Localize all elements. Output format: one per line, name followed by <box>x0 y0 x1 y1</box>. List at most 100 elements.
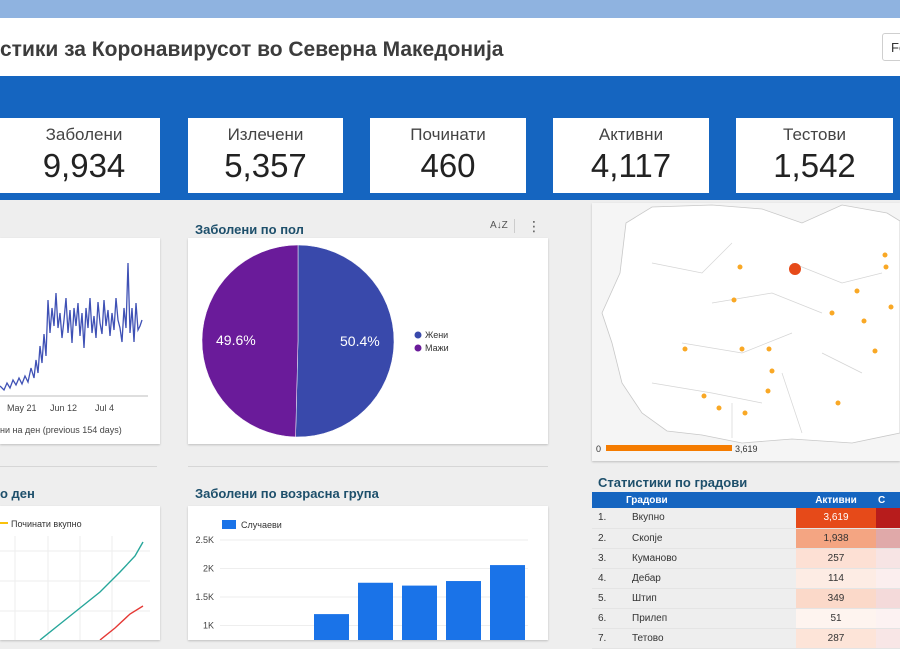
age-chart-title: Заболени по возрасна група <box>195 486 379 501</box>
age-bar[interactable] <box>358 582 393 640</box>
city-cell: Скопје <box>620 528 796 549</box>
macedonia-map[interactable]: 0 3,619 <box>592 203 900 461</box>
stat-label: Активни <box>598 125 664 144</box>
active-cell: 114 <box>796 568 876 589</box>
cumulative-panel: Починати вкупно <box>0 506 160 641</box>
daily-cases-line <box>0 262 143 392</box>
next-cell <box>876 528 900 549</box>
legend-swatch-men <box>414 344 422 352</box>
active-cell: 349 <box>796 588 876 609</box>
next-cell <box>876 588 900 609</box>
x-tick-label: May 21 <box>7 403 37 413</box>
table-row[interactable]: 5. Штип 349 <box>592 588 900 609</box>
age-bar[interactable] <box>402 585 437 640</box>
city-cell: Куманово <box>620 548 796 569</box>
recovered-cumulative-line <box>99 605 144 641</box>
report-header <box>0 18 900 76</box>
stat-label: Излечени <box>227 125 304 144</box>
city-stats-table: Градови Активни С 1. Вкупно 3,619 2. Скопје 1… <box>592 492 900 649</box>
legend-swatch-cases <box>222 520 236 529</box>
stat-label: Заболени <box>45 125 123 144</box>
scale-min-label: 0 <box>596 444 601 454</box>
gender-pie-chart[interactable]: 50.4% 49.6% Жени Мажи <box>188 238 548 444</box>
city-cell: Дебар <box>620 568 796 589</box>
stat-label: Тестови <box>783 125 846 144</box>
active-cell: 257 <box>796 548 876 569</box>
stat-card-active: Активни 4,117 <box>553 118 709 193</box>
x-tick-label: Jun 12 <box>50 403 77 413</box>
age-bar-chart[interactable]: Случаеви 2.5K 2K 1.5K 1K <box>188 506 548 640</box>
stat-card-deaths: Починати 460 <box>370 118 526 193</box>
age-chart-panel: Случаеви 2.5K 2K 1.5K 1K <box>188 506 548 640</box>
page-title: стики за Коронавирусот во Северна Македо… <box>0 38 504 61</box>
rank-cell: 5. <box>592 588 620 609</box>
city-cell: Вкупно <box>620 508 796 529</box>
pie-label-men: 49.6% <box>216 332 256 348</box>
stat-value: 9,934 <box>42 147 126 184</box>
city-column-header[interactable]: Градови <box>620 492 796 508</box>
stat-card-recovered: Излечени 5,357 <box>188 118 343 193</box>
age-bar[interactable] <box>490 565 525 640</box>
city-cell: Тетово <box>620 628 796 649</box>
table-row[interactable]: 1. Вкупно 3,619 <box>592 508 900 529</box>
next-cell <box>876 548 900 569</box>
scale-max-label: 3,619 <box>735 444 758 454</box>
cases-cumulative-line <box>39 541 144 641</box>
grid-lines <box>0 536 150 640</box>
pie-slice-women[interactable] <box>295 244 395 438</box>
daily-cases-chart[interactable]: May 21 Jun 12 Jul 4 ни на ден (previous … <box>0 238 160 444</box>
section-divider <box>0 466 157 467</box>
municipality-borders <box>651 242 883 438</box>
table-row[interactable]: 6. Прилеп 51 <box>592 608 900 629</box>
age-bar[interactable] <box>314 614 349 640</box>
active-column-header[interactable]: Активни <box>796 492 876 508</box>
active-cell: 3,619 <box>796 508 876 529</box>
section-divider <box>188 466 548 467</box>
y-tick-label: 2K <box>203 564 214 574</box>
active-cell: 1,938 <box>796 528 876 549</box>
map-color-scale <box>606 445 732 451</box>
gender-chart-title: Заболени по пол <box>195 222 304 237</box>
active-cell: 287 <box>796 628 876 649</box>
table-header-row: Градови Активни С <box>592 492 900 508</box>
map-panel: 0 3,619 <box>592 203 900 461</box>
date-range-button[interactable]: Fe <box>882 33 900 61</box>
az-sort-icon[interactable]: A↓Z <box>490 220 508 231</box>
next-column-header[interactable]: С <box>876 492 900 508</box>
more-vert-icon[interactable]: ⋮ <box>527 218 541 234</box>
chart-caption: ни на ден (previous 154 days) <box>0 425 122 435</box>
rank-cell: 1. <box>592 508 620 529</box>
x-tick-label: Jul 4 <box>95 403 114 413</box>
rank-header <box>592 492 620 508</box>
rank-cell: 2. <box>592 528 620 549</box>
cumulative-chart[interactable]: Починати вкупно <box>0 506 160 641</box>
table-row[interactable]: 2. Скопје 1,938 <box>592 528 900 549</box>
table-row[interactable]: 4. Дебар 114 <box>592 568 900 589</box>
y-tick-label: 2.5K <box>195 535 214 545</box>
age-bar[interactable] <box>446 581 481 640</box>
map-bubble-skopje[interactable] <box>789 263 801 275</box>
legend-swatch-women <box>414 331 422 339</box>
legend-label-women: Жени <box>425 330 448 340</box>
legend-label-men: Мажи <box>425 343 449 353</box>
y-tick-label: 1K <box>203 621 214 631</box>
toolbar-divider <box>514 219 515 233</box>
next-cell <box>876 508 900 529</box>
table-row[interactable]: 7. Тетово 287 <box>592 628 900 649</box>
stat-value: 5,357 <box>224 147 307 184</box>
cumulative-chart-title: о ден <box>0 486 35 501</box>
rank-cell: 6. <box>592 608 620 629</box>
stat-card-cases: Заболени 9,934 <box>0 118 160 193</box>
rank-cell: 3. <box>592 548 620 569</box>
pie-slice-men[interactable] <box>201 244 299 438</box>
gender-pie-panel: 50.4% 49.6% Жени Мажи <box>188 238 548 444</box>
top-strip <box>0 0 900 18</box>
stat-label: Починати <box>410 125 486 144</box>
table-row[interactable]: 3. Куманово 257 <box>592 548 900 569</box>
stat-value: 460 <box>420 147 476 184</box>
stat-card-tests: Тестови 1,542 <box>736 118 893 193</box>
daily-cases-panel: May 21 Jun 12 Jul 4 ни на ден (previous … <box>0 238 160 444</box>
rank-cell: 7. <box>592 628 620 649</box>
city-cell: Штип <box>620 588 796 609</box>
y-tick-label: 1.5K <box>195 592 214 602</box>
